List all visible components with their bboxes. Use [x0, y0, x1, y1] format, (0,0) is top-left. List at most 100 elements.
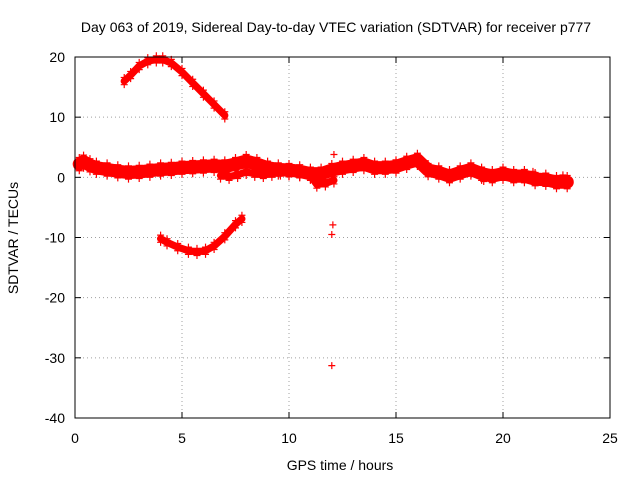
- data-point: [125, 175, 132, 183]
- data-point: [499, 163, 507, 171]
- data-point: [184, 243, 192, 251]
- data-point: [285, 173, 293, 181]
- data-point: [488, 166, 496, 174]
- data-point: [328, 159, 336, 167]
- data-point: [478, 163, 486, 171]
- data-point: [234, 175, 242, 183]
- data-point: [313, 177, 321, 185]
- data-point: [86, 155, 94, 163]
- data-point: [202, 250, 210, 258]
- series-main-band: [72, 149, 574, 193]
- data-point: [371, 170, 379, 178]
- data-point: [456, 175, 464, 183]
- data-point: [499, 176, 507, 184]
- data-point: [135, 66, 143, 74]
- data-point: [92, 157, 100, 165]
- x-tick-label: 20: [495, 430, 511, 446]
- data-point: [482, 168, 490, 176]
- data-point: [174, 240, 182, 248]
- data-point: [127, 67, 135, 75]
- data-point: [167, 172, 175, 180]
- data-point: [152, 59, 160, 67]
- data-point: [242, 150, 250, 158]
- data-point: [238, 218, 246, 226]
- y-tick-label: -10: [45, 230, 65, 246]
- data-point: [135, 58, 143, 66]
- data-point: [276, 165, 284, 173]
- data-point: [152, 52, 160, 60]
- data-point: [221, 156, 229, 164]
- data-point: [178, 157, 186, 165]
- series-band: [120, 55, 229, 120]
- data-point: [392, 169, 400, 177]
- data-point: [199, 93, 207, 101]
- data-point: [221, 108, 229, 116]
- data-point: [163, 235, 171, 243]
- data-point: [531, 182, 539, 190]
- x-tick-label: 10: [281, 430, 297, 446]
- y-tick-label: -30: [45, 350, 65, 366]
- data-point: [221, 229, 229, 237]
- data-point: [285, 166, 293, 174]
- data-point: [328, 362, 336, 370]
- tick-labels: 0 5 10 15 20 25 -40 -30 -20 -10 0 10 20: [45, 49, 618, 446]
- data-point: [553, 172, 560, 180]
- data-point: [184, 250, 192, 258]
- data-point: [321, 183, 329, 191]
- data-point: [217, 168, 225, 176]
- data-point: [306, 175, 314, 183]
- data-point: [413, 149, 421, 157]
- data-point: [159, 59, 167, 67]
- data-point: [349, 169, 357, 177]
- y-tick-label: -20: [45, 290, 65, 306]
- data-point: [446, 166, 453, 174]
- series-secondary-band: [216, 164, 338, 192]
- data-point: [360, 153, 368, 161]
- data-point: [251, 166, 259, 174]
- data-point: [157, 172, 165, 180]
- data-point: [413, 163, 421, 171]
- data-point: [520, 166, 528, 174]
- data-point: [349, 158, 357, 166]
- data-point: [80, 151, 88, 159]
- data-point: [328, 230, 336, 238]
- axis-ticks: [74, 56, 611, 419]
- data-point: [486, 175, 494, 183]
- data-point: [268, 166, 276, 174]
- data-point: [157, 231, 165, 239]
- data-point: [467, 159, 475, 167]
- data-point: [146, 160, 154, 168]
- data-point: [189, 156, 197, 164]
- data-point: [75, 153, 83, 161]
- series-band: [72, 153, 574, 189]
- data-point: [456, 162, 464, 170]
- data-point: [424, 159, 432, 167]
- y-axis-label: SDTVAR / TECUs: [5, 182, 21, 294]
- data-point: [232, 153, 239, 161]
- data-point: [360, 167, 368, 175]
- data-point: [424, 173, 432, 181]
- data-point: [210, 238, 218, 246]
- data-point: [520, 179, 528, 187]
- data-point: [144, 61, 152, 69]
- data-point: [80, 164, 88, 172]
- data-point: [178, 72, 186, 80]
- data-point: [189, 170, 197, 178]
- y-tick-label: 20: [49, 49, 65, 65]
- data-point: [259, 167, 267, 175]
- data-point: [199, 169, 207, 177]
- data-point: [259, 175, 267, 183]
- data-point: [553, 185, 560, 193]
- data-point: [529, 167, 537, 175]
- data-point: [174, 247, 182, 255]
- data-point: [392, 156, 400, 164]
- data-point: [193, 244, 201, 252]
- series-outliers: [328, 150, 567, 370]
- data-point: [103, 172, 111, 180]
- data-point: [199, 86, 207, 94]
- data-point: [510, 166, 518, 174]
- x-tick-label: 15: [388, 430, 404, 446]
- data-point: [285, 159, 293, 167]
- data-point: [178, 170, 186, 178]
